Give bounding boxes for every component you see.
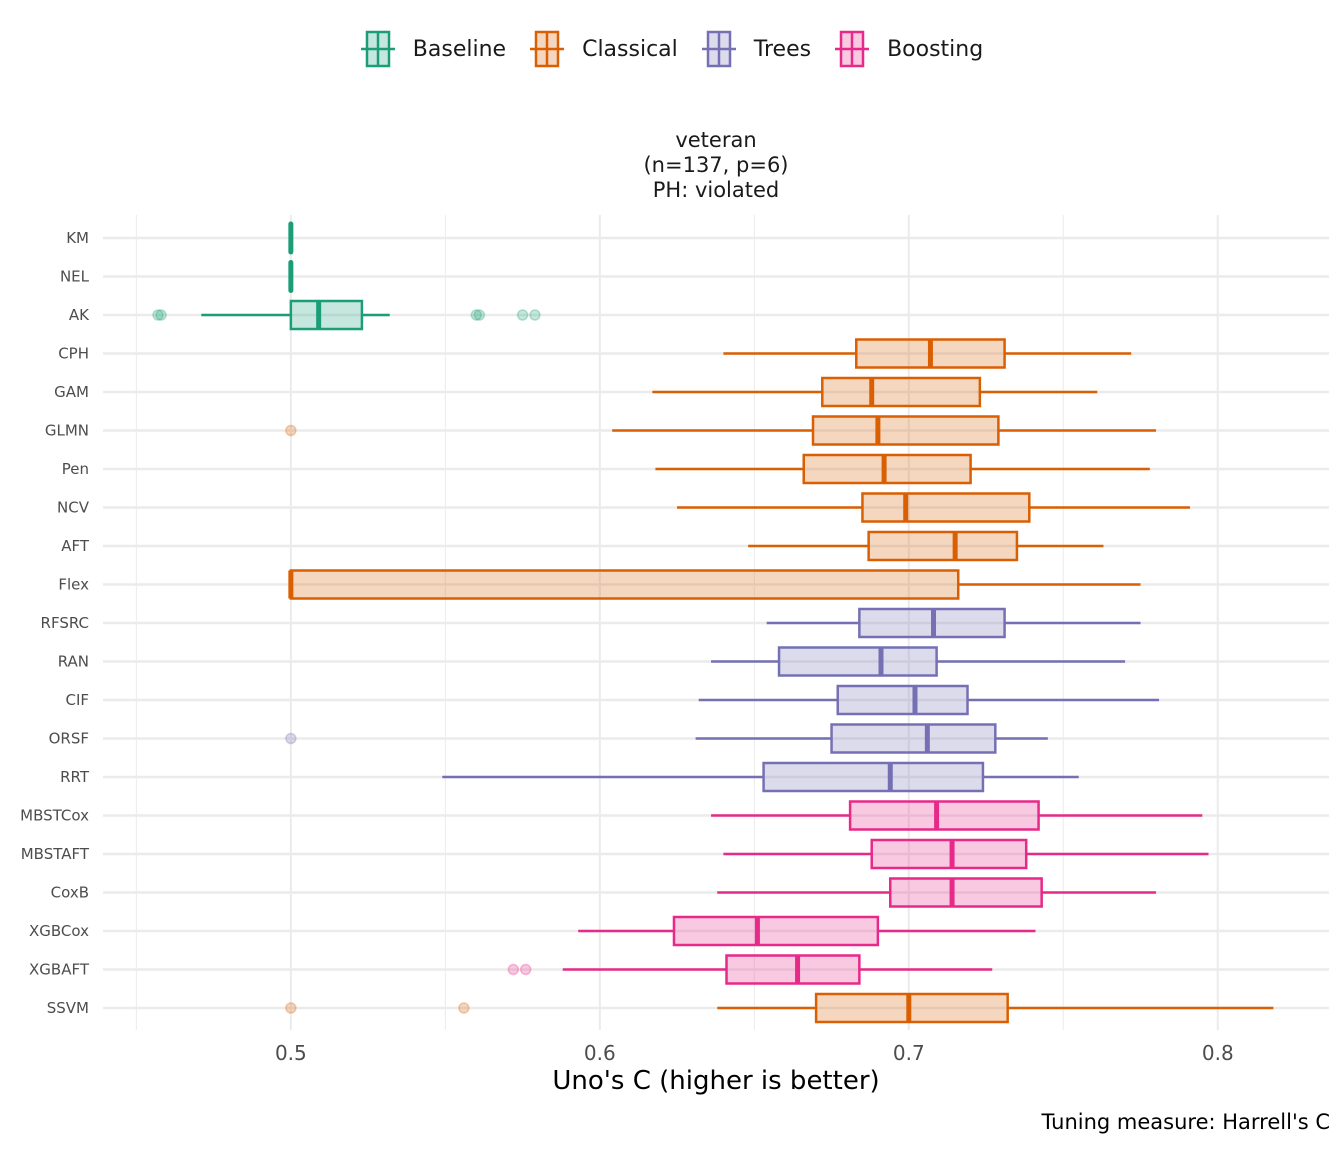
outlier-point-AK <box>152 309 164 321</box>
y-tick-label: RRT <box>60 768 90 786</box>
legend-label: Trees <box>753 36 812 62</box>
outlier-point-XGBAFT <box>507 963 520 976</box>
x-tick-label: 0.7 <box>893 1041 925 1065</box>
box-MBSTAFT <box>870 838 1028 870</box>
y-tick-label: GAM <box>54 383 89 401</box>
y-tick-label: SSVM <box>47 999 89 1017</box>
y-tick-label: GLMN <box>45 422 89 440</box>
legend-item-trees: Trees <box>701 30 812 68</box>
box-ORSF <box>830 723 997 754</box>
outlier-point-AK <box>473 309 486 321</box>
y-tick-label: Flex <box>58 576 89 594</box>
facet-title-line-1: veteran <box>675 128 757 152</box>
caption: Tuning measure: Harrell's C <box>1041 1110 1330 1134</box>
legend-boxplot-icon <box>701 30 736 68</box>
y-tick-label: MBSTCox <box>20 807 89 825</box>
legend-label: Classical <box>582 36 678 62</box>
legend-boxplot-icon <box>360 30 395 68</box>
y-tick-label: RFSRC <box>41 614 89 632</box>
y-tick-label: XGBAFT <box>29 961 90 979</box>
box-RRT <box>762 761 985 793</box>
y-tick-label: CIF <box>65 691 89 709</box>
box-Flex <box>289 569 960 600</box>
outlier-point-GLMN <box>285 424 297 437</box>
box-AK <box>289 299 364 331</box>
outlier-point-AK <box>529 309 541 321</box>
y-tick-label: NEL <box>60 268 90 286</box>
y-tick-label: Pen <box>62 460 89 478</box>
facet-title-line-3: PH: violated <box>652 178 780 202</box>
y-tick-label: ORSF <box>49 730 89 748</box>
legend-boxplot-icon <box>530 30 565 68</box>
box-XGBCox <box>672 915 880 947</box>
y-tick-label: AK <box>69 306 90 324</box>
legend-label: Boosting <box>887 36 984 62</box>
legend-boxplot-icon <box>835 30 870 68</box>
facet-strip-title: veteran (n=137, p=6) PH: violated <box>103 128 1329 203</box>
y-tick-label: XGBCox <box>29 922 89 940</box>
legend-item-classical: Classical <box>530 30 678 68</box>
legend-item-baseline: Baseline <box>360 30 507 68</box>
facet-title-line-2: (n=137, p=6) <box>643 153 789 177</box>
box-RAN <box>777 646 938 677</box>
outlier-point-SSVM <box>458 1002 470 1014</box>
y-tick-label: KM <box>66 229 89 247</box>
outlier-point-XGBAFT <box>519 963 532 976</box>
outlier-point-AK <box>516 309 529 321</box>
x-tick-label: 0.6 <box>584 1041 616 1065</box>
legend-label: Baseline <box>412 36 507 62</box>
outlier-point-ORSF <box>285 732 297 745</box>
box-XGBAFT <box>725 954 861 985</box>
outlier-point-SSVM <box>285 1002 297 1014</box>
box-AFT <box>867 530 1019 562</box>
y-tick-label: RAN <box>58 653 89 671</box>
x-tick-label: 0.8 <box>1202 1041 1234 1065</box>
legend-item-boosting: Boosting <box>835 30 983 68</box>
box-MBSTCox <box>848 800 1040 831</box>
legend: Baseline Classical Trees Boosting <box>0 30 1344 68</box>
x-tick-label: 0.5 <box>275 1041 307 1065</box>
y-tick-label: CoxB <box>51 884 89 902</box>
box-NCV <box>861 492 1031 523</box>
y-tick-label: NCV <box>57 499 90 517</box>
box-GLMN <box>811 415 1000 446</box>
x-axis-label: Uno's C (higher is better) <box>552 1066 880 1096</box>
box-CIF <box>836 684 969 716</box>
y-tick-label: MBSTAFT <box>21 845 90 863</box>
outlier-point-AK <box>470 309 482 321</box>
y-tick-label: AFT <box>61 537 90 555</box>
y-tick-label: CPH <box>58 345 89 363</box>
box-CoxB <box>889 877 1043 908</box>
outlier-point-AK <box>155 309 167 321</box>
box-GAM <box>821 376 982 408</box>
box-SSVM <box>814 992 1009 1024</box>
box-Pen <box>802 453 972 485</box>
